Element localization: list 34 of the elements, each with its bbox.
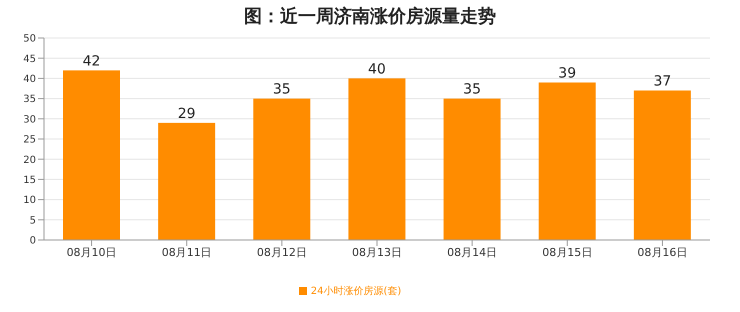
y-tick-label: 15 xyxy=(23,174,36,186)
legend-label: 24小时涨价房源(套) xyxy=(310,286,402,297)
x-tick-label: 08月10日 xyxy=(66,246,117,259)
y-tick-label: 5 xyxy=(30,215,36,226)
bar xyxy=(158,122,216,240)
data-label: 35 xyxy=(272,82,291,98)
data-label: 35 xyxy=(463,82,481,98)
x-tick-label: 08月15日 xyxy=(542,246,592,259)
bar xyxy=(348,78,406,240)
bar xyxy=(253,98,310,240)
bar xyxy=(63,70,120,240)
x-tick-label: 08月12日 xyxy=(256,246,307,259)
y-tick-label: 50 xyxy=(23,34,36,45)
y-tick-label: 35 xyxy=(23,94,36,106)
data-label: 42 xyxy=(82,53,100,70)
x-tick-label: 08月13日 xyxy=(352,246,402,259)
data-label: 29 xyxy=(178,106,196,122)
y-tick-label: 20 xyxy=(23,154,36,166)
y-tick-label: 10 xyxy=(23,195,36,206)
y-tick-label: 30 xyxy=(23,114,36,126)
x-tick-label: 08月16日 xyxy=(637,246,688,259)
y-tick-label: 45 xyxy=(23,54,36,65)
data-label: 40 xyxy=(368,61,386,78)
data-label: 37 xyxy=(653,74,672,90)
y-tick-label: 25 xyxy=(23,134,36,146)
y-tick-label: 40 xyxy=(23,74,36,85)
bar xyxy=(634,90,691,240)
x-tick-label: 08月14日 xyxy=(447,246,498,259)
x-tick-label: 08月11日 xyxy=(162,246,212,259)
data-label: 39 xyxy=(558,65,576,82)
bar xyxy=(538,82,596,240)
chart-title: 图：近一周济南涨价房源量走势 xyxy=(243,5,497,28)
bar xyxy=(444,98,501,240)
y-tick-label: 0 xyxy=(30,236,36,247)
